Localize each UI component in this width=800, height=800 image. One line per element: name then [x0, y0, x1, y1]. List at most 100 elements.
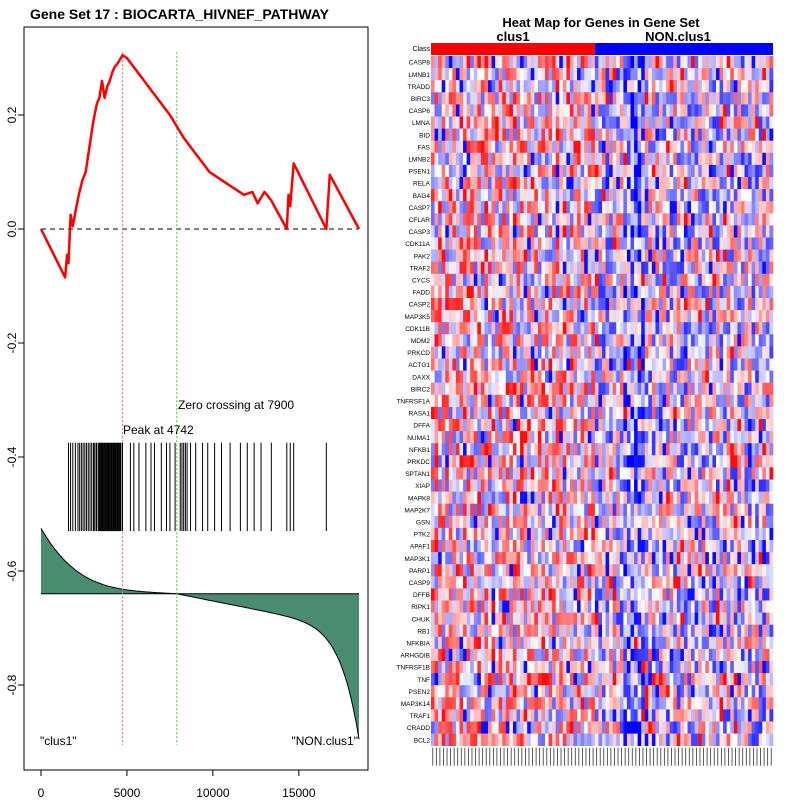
heatmap-cell [740, 527, 745, 541]
heatmap-cell [488, 394, 492, 408]
heatmap-cell [566, 128, 571, 141]
heatmap-cell [580, 564, 585, 577]
heatmap-cell [459, 394, 464, 408]
heatmap-cell [758, 552, 763, 565]
heatmap-cell [584, 612, 589, 625]
heatmap-cell [445, 261, 450, 275]
heatmap-cell [740, 177, 745, 190]
heatmap-cell [676, 285, 681, 299]
heatmap-cell [616, 467, 621, 480]
heatmap-cell [602, 636, 606, 650]
heatmap-cell [552, 467, 556, 480]
heatmap-cell [666, 249, 670, 262]
heatmap-cell [495, 527, 499, 541]
heatmap-cell [712, 394, 717, 408]
heatmap-cell [708, 298, 713, 311]
heatmap-cell [530, 588, 535, 601]
heatmap-cell [566, 116, 571, 129]
heatmap-cell [673, 600, 678, 613]
heatmap-cell [509, 164, 514, 178]
heatmap-cell [751, 515, 756, 529]
heatmap-cell [559, 419, 564, 432]
heatmap-cell [569, 237, 574, 250]
heatmap-cell [662, 467, 667, 480]
heatmap-cell [726, 189, 731, 202]
heatmap-cell [591, 612, 596, 625]
heatmap-cell [630, 431, 635, 444]
heatmap-cell [466, 503, 471, 517]
heatmap-cell [619, 334, 624, 347]
heatmap-cell [723, 564, 727, 577]
heatmap-cell [612, 346, 617, 359]
heatmap-cell [541, 419, 546, 432]
heatmap-cell [438, 612, 442, 625]
heatmap-cell [498, 479, 503, 492]
heatmap-cell [562, 273, 567, 287]
heatmap-cell [626, 515, 631, 529]
heatmap-cell [691, 479, 695, 492]
heatmap-cell [733, 68, 738, 81]
heatmap-cell [523, 201, 528, 214]
heatmap-cell [637, 237, 642, 250]
heatmap-cell [623, 128, 628, 141]
heatmap-cell [545, 370, 549, 383]
heatmap-cell [509, 358, 514, 371]
heatmap-cell [502, 285, 507, 299]
heatmap-cell [562, 394, 567, 408]
heatmap-cell [587, 249, 592, 262]
heatmap-cell [705, 237, 710, 250]
heatmap-cell [520, 177, 524, 190]
heatmap-cell [669, 80, 674, 93]
heatmap-cell [566, 334, 571, 347]
heatmap-cell [438, 334, 442, 347]
heatmap-cell [584, 334, 589, 347]
heatmap-cell [484, 310, 489, 323]
heatmap-cell [452, 588, 457, 601]
heatmap-cell [769, 298, 774, 311]
heatmap-cell [719, 261, 724, 275]
heatmap-cell [484, 540, 489, 553]
heatmap-cell [495, 80, 499, 93]
heatmap-cell [534, 140, 539, 154]
heatmap-cell [644, 600, 649, 613]
heatmap-cell [694, 515, 699, 529]
heatmap-cell [466, 576, 471, 589]
heatmap-cell [737, 467, 742, 480]
heatmap-cell [705, 213, 710, 226]
heatmap-cell [438, 164, 442, 178]
heatmap-cell [445, 382, 450, 396]
heatmap-cell [648, 152, 653, 166]
heatmap-cell [545, 588, 549, 601]
heatmap-cell [705, 128, 710, 141]
heatmap-cell [626, 334, 631, 347]
heatmap-cell [659, 80, 663, 93]
heatmap-cell [438, 213, 442, 226]
heatmap-cell [516, 600, 521, 613]
heatmap-cell [534, 612, 539, 625]
heatmap-cell [573, 334, 578, 347]
heatmap-cell [502, 382, 507, 396]
heatmap-cell [562, 177, 567, 190]
heatmap-cell [534, 431, 539, 444]
heatmap-cell [712, 370, 717, 383]
heatmap-cell [769, 358, 774, 371]
heatmap-cell [502, 80, 507, 93]
heatmap-cell [562, 419, 567, 432]
heatmap-cell [723, 164, 727, 178]
heatmap-cell [591, 648, 596, 662]
heatmap-cell [730, 128, 735, 141]
heatmap-cell [630, 588, 635, 601]
heatmap-cell [580, 201, 585, 214]
heatmap-cell [644, 346, 649, 359]
heatmap-cell [666, 322, 670, 335]
heatmap-cell [755, 334, 760, 347]
heatmap-cell [466, 564, 471, 577]
heatmap-cell [441, 261, 446, 275]
heatmap-cell [473, 298, 478, 311]
heatmap-cell [673, 261, 678, 275]
heatmap-cell [555, 552, 560, 565]
heatmap-cell [587, 624, 592, 638]
heatmap-cell [520, 612, 524, 625]
heatmap-cell [708, 491, 713, 504]
heatmap-cell [737, 80, 742, 93]
